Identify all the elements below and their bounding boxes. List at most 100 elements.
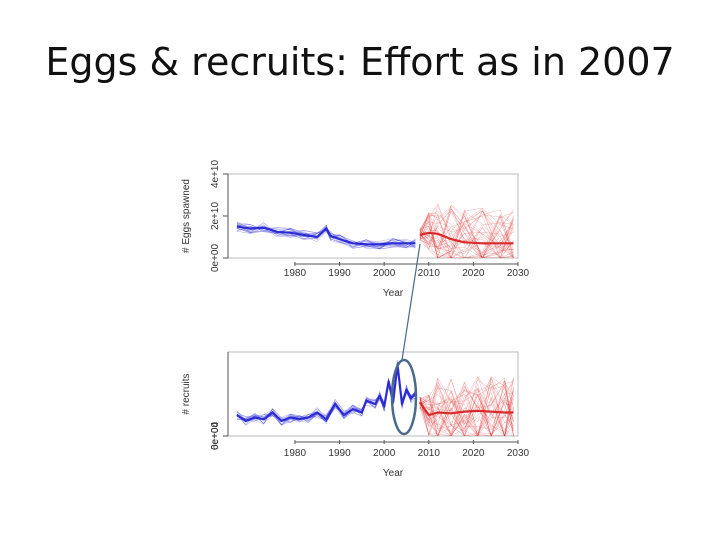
x-tick-label: 2030	[507, 448, 530, 459]
projection-trace	[419, 391, 514, 436]
projection-trace	[419, 397, 514, 436]
y-tick-label: 0e+00	[210, 244, 221, 273]
projection-trace	[419, 383, 514, 435]
projection-trace	[419, 380, 514, 436]
projection-trace	[419, 397, 514, 436]
projection-trace	[419, 378, 514, 436]
projection-trace	[419, 392, 514, 436]
projection-trace	[419, 214, 514, 258]
projection-trace	[419, 204, 514, 258]
historical-trace	[236, 363, 416, 423]
projection-trace	[419, 377, 514, 436]
x-tick-label: 2010	[418, 268, 441, 279]
y-tick-label: 0e+00	[210, 422, 221, 451]
historical-trace	[236, 365, 416, 425]
projection-trace	[419, 383, 514, 436]
projection-trace	[419, 208, 514, 253]
historical-trace	[236, 365, 416, 422]
projection-trace	[419, 208, 514, 258]
projection-trace	[419, 232, 514, 258]
projection-trace	[419, 376, 514, 435]
y-tick-label: 2e+10	[210, 202, 221, 231]
projection-trace	[419, 382, 514, 436]
projection-trace	[419, 377, 514, 436]
projection-trace	[419, 206, 514, 258]
y-axis-label: # recruits	[181, 373, 192, 414]
projection-trace	[419, 378, 514, 436]
historical-traces	[236, 360, 416, 426]
historical-trace	[236, 365, 416, 423]
projection-trace	[419, 215, 514, 258]
projection-trace	[419, 221, 514, 258]
projection-trace	[419, 378, 514, 436]
projection-mean-line	[419, 231, 514, 245]
projection-trace	[419, 210, 514, 257]
historical-trace	[236, 367, 416, 423]
y-tick-label: 4e+10	[210, 160, 221, 189]
historical-trace	[236, 363, 416, 423]
projection-mean-line	[418, 401, 514, 417]
projection-trace	[419, 396, 514, 436]
x-tick-label: 2020	[462, 448, 485, 459]
projection-trace	[419, 210, 514, 250]
historical-trace	[236, 361, 416, 423]
projection-traces	[419, 202, 514, 258]
projection-trace	[419, 211, 514, 258]
projection-trace	[419, 213, 514, 258]
slide-title: Eggs & recruits: Effort as in 2007	[45, 40, 675, 84]
projection-trace	[419, 224, 514, 258]
projection-trace	[419, 208, 514, 258]
x-tick-label: 2020	[462, 268, 485, 279]
highlight-ellipse	[390, 358, 418, 436]
projection-trace	[419, 204, 514, 258]
projection-trace	[419, 225, 514, 258]
x-tick-label: 1980	[284, 268, 307, 279]
projection-trace	[419, 382, 514, 436]
projection-trace	[419, 228, 514, 258]
projection-trace	[419, 378, 514, 436]
projection-trace	[419, 208, 514, 258]
projection-trace	[419, 376, 514, 436]
x-tick-label: 1980	[284, 448, 307, 459]
projection-trace	[419, 210, 514, 258]
connector-line	[401, 243, 421, 361]
historical-trace	[236, 364, 416, 426]
historical-traces	[236, 221, 416, 250]
projection-trace	[419, 377, 514, 436]
projection-trace	[419, 386, 514, 436]
projection-trace	[419, 220, 514, 258]
y-axis-label: # Eggs spawned	[181, 179, 192, 253]
x-tick-label: 1990	[328, 268, 351, 279]
y-tick-label: 6e+04	[210, 422, 221, 451]
projection-trace	[419, 226, 514, 258]
projection-trace	[419, 218, 514, 258]
projection-trace	[419, 382, 514, 436]
projection-trace	[419, 210, 514, 258]
x-tick-label: 2010	[418, 448, 441, 459]
projection-trace	[419, 212, 514, 258]
historical-mean-line	[236, 225, 416, 246]
x-tick-label: 2030	[507, 268, 530, 279]
projection-trace	[419, 214, 514, 258]
projection-trace	[419, 376, 514, 436]
projection-trace	[419, 381, 514, 436]
projection-trace	[419, 375, 514, 436]
projection-trace	[419, 390, 514, 430]
projection-trace	[419, 202, 514, 258]
projection-trace	[419, 207, 514, 246]
historical-mean-line	[236, 363, 417, 422]
x-tick-label: 2000	[373, 448, 396, 459]
projection-trace	[419, 376, 514, 436]
projection-trace	[419, 208, 514, 258]
projection-trace	[419, 390, 514, 436]
historical-trace	[236, 360, 416, 426]
projection-traces	[419, 375, 514, 436]
annotation-layer	[390, 243, 421, 436]
projection-trace	[419, 386, 514, 436]
projection-trace	[419, 395, 514, 436]
projection-trace	[419, 215, 514, 258]
projection-trace	[419, 380, 514, 436]
projection-trace	[419, 379, 514, 436]
